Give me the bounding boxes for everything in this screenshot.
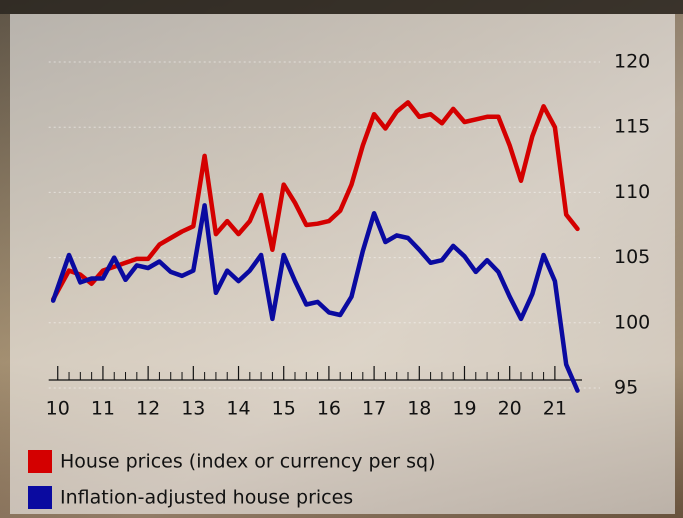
y-tick-label: 110 bbox=[614, 181, 650, 203]
x-tick-label: 17 bbox=[362, 398, 386, 420]
data-line bbox=[50, 100, 580, 302]
x-tick-label: 20 bbox=[498, 398, 522, 420]
y-tick-label: 120 bbox=[614, 51, 650, 73]
x-tick-label: 15 bbox=[272, 398, 296, 420]
plot-area: 95 100 105 110 115 120 10 11 12 13 14 15 16 17 18 19 20 2… bbox=[46, 51, 651, 420]
x-tick-label: 19 bbox=[452, 398, 476, 420]
x-tick-label: 14 bbox=[226, 398, 250, 420]
legend-label: House prices (index or currency per sq) bbox=[60, 451, 436, 473]
legend-label: Inflation-adjusted house prices bbox=[60, 487, 353, 509]
x-tick-label: 12 bbox=[136, 398, 160, 420]
top-bar bbox=[0, 0, 683, 14]
x-tick-label: 11 bbox=[91, 398, 115, 420]
data-line bbox=[50, 203, 580, 393]
y-tick-label: 105 bbox=[614, 246, 650, 268]
x-tick-label: 13 bbox=[181, 398, 205, 420]
x-tick-label: 16 bbox=[317, 398, 341, 420]
legend-swatch bbox=[28, 450, 52, 473]
x-tick-label: 10 bbox=[46, 398, 70, 420]
y-tick-label: 100 bbox=[614, 311, 650, 333]
legend: House prices (index or currency per sq) I… bbox=[28, 450, 436, 509]
x-tick-label: 18 bbox=[407, 398, 431, 420]
x-tick-label: 21 bbox=[543, 398, 567, 420]
y-tick-label: 95 bbox=[614, 377, 638, 399]
legend-swatch bbox=[28, 486, 52, 509]
y-tick-label: 115 bbox=[614, 116, 650, 138]
